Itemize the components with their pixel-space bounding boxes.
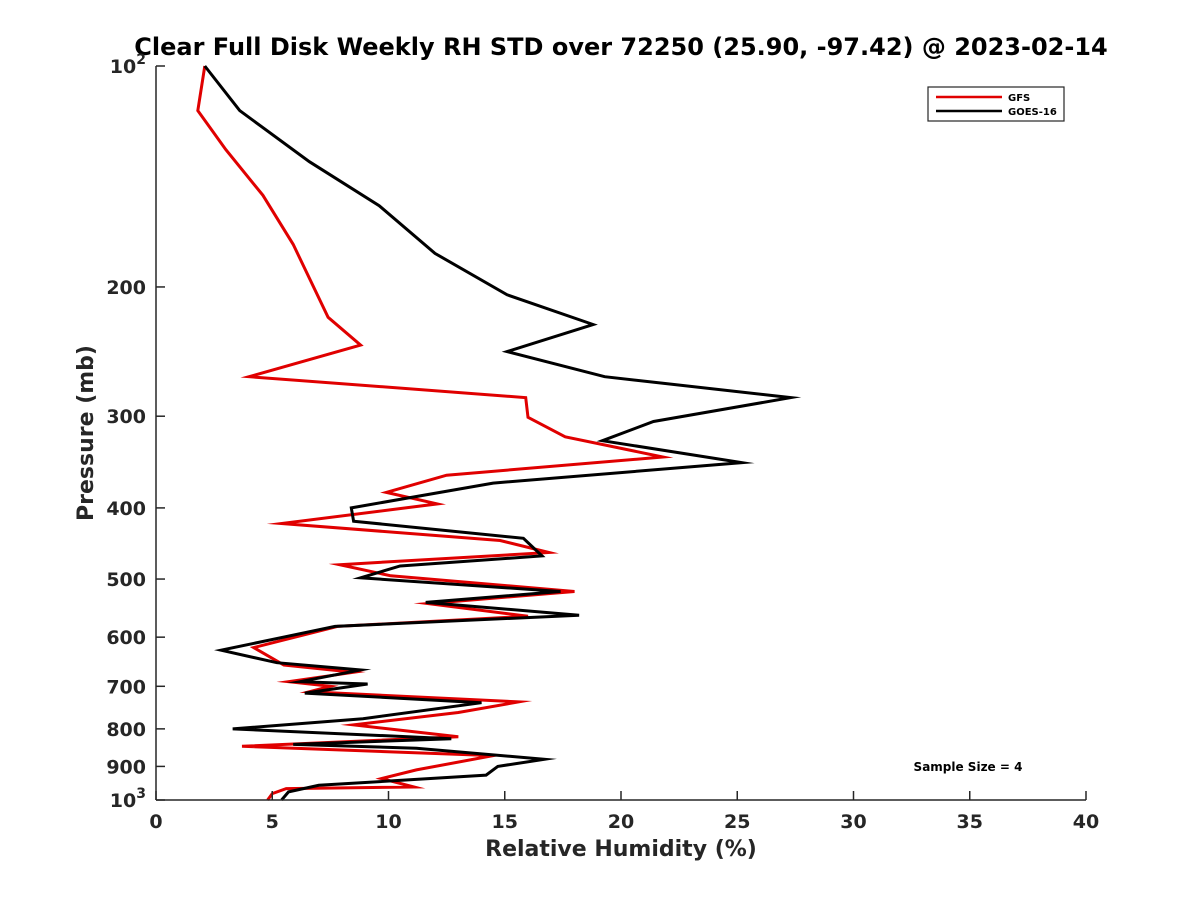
legend-box <box>927 86 1065 122</box>
series-layer <box>196 65 802 801</box>
y-tick-label: 500 <box>106 569 146 591</box>
legend-label-goes16: GOES-16 <box>1008 107 1057 118</box>
series-line-goes16 <box>203 65 802 801</box>
x-tick-label: 5 <box>266 811 279 833</box>
y-tick-label: 800 <box>106 719 146 741</box>
y-tick-label: 700 <box>106 676 146 698</box>
chart-title: Clear Full Disk Weekly RH STD over 72250… <box>134 33 1107 61</box>
x-tick-label: 35 <box>957 811 983 833</box>
y-tick-label: 103 <box>110 786 146 812</box>
y-tick-label: 300 <box>106 406 146 428</box>
sample-size-annotation: Sample Size = 4 <box>914 760 1023 774</box>
legend-label-gfs: GFS <box>1008 93 1030 104</box>
x-tick-label: 40 <box>1073 811 1099 833</box>
x-tick-label: 10 <box>375 811 401 833</box>
x-axis-label: Relative Humidity (%) <box>485 837 757 862</box>
x-tick-label: 15 <box>492 811 518 833</box>
x-ticks: 0 5 10 15 20 25 30 35 40 <box>149 791 1099 833</box>
x-tick-label: 30 <box>840 811 866 833</box>
y-axis-label: Pressure (mb) <box>74 345 99 521</box>
y-ticks: 102 200 300 400 500 600 700 800 900 103 <box>106 52 165 812</box>
x-tick-label: 20 <box>608 811 634 833</box>
x-tick-label: 25 <box>724 811 750 833</box>
y-tick-label: 900 <box>106 756 146 778</box>
x-tick-label: 0 <box>149 811 162 833</box>
y-tick-label: 102 <box>110 52 146 78</box>
y-tick-label: 200 <box>106 277 146 299</box>
y-tick-label: 400 <box>106 498 146 520</box>
y-tick-label: 600 <box>106 627 146 649</box>
legend: GFS GOES-16 <box>927 86 1065 122</box>
